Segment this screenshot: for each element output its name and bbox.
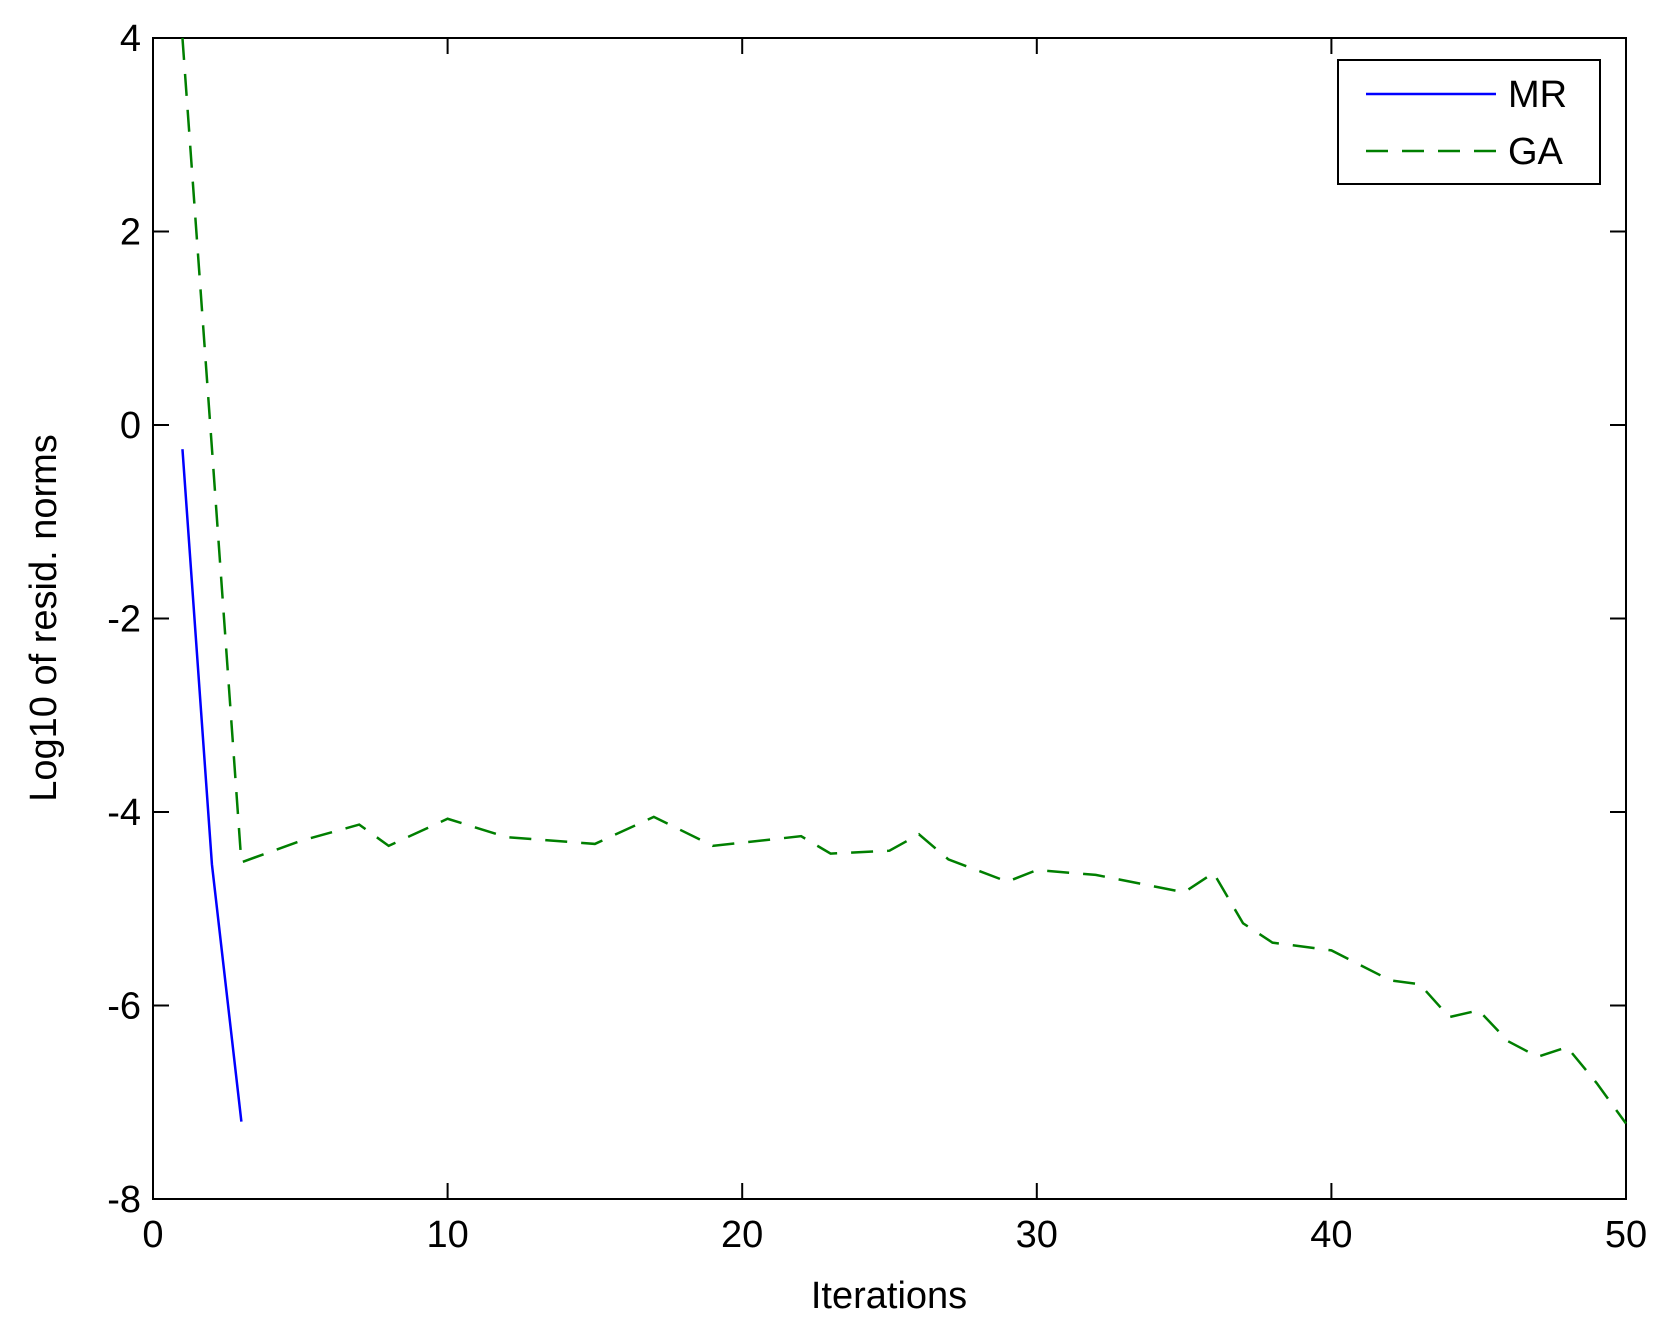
y-tick-label: 4 bbox=[120, 18, 141, 60]
y-tick-label: -4 bbox=[107, 792, 141, 834]
y-tick-label: -2 bbox=[107, 599, 141, 641]
x-tick-label: 10 bbox=[426, 1214, 468, 1256]
x-tick-label: 30 bbox=[1016, 1214, 1058, 1256]
x-axis-label: Iterations bbox=[811, 1275, 967, 1317]
x-tick-label: 40 bbox=[1310, 1214, 1352, 1256]
legend-box bbox=[1337, 59, 1601, 185]
data-line bbox=[181, 449, 243, 1122]
plot-frame bbox=[152, 37, 1627, 1200]
y-tick-label: 2 bbox=[120, 212, 141, 254]
y-tick-label: 0 bbox=[120, 405, 141, 447]
legend-label: MR bbox=[1508, 74, 1567, 116]
y-tick-label: -6 bbox=[107, 986, 141, 1028]
x-tick-label: 50 bbox=[1605, 1214, 1647, 1256]
x-tick-label: 0 bbox=[142, 1214, 163, 1256]
legend-label: GA bbox=[1508, 131, 1564, 173]
x-tick-label: 20 bbox=[721, 1214, 763, 1256]
y-tick-label: -8 bbox=[107, 1179, 141, 1221]
data-line bbox=[181, 37, 1628, 1125]
y-axis-label: Log10 of resid. norms bbox=[23, 434, 65, 802]
